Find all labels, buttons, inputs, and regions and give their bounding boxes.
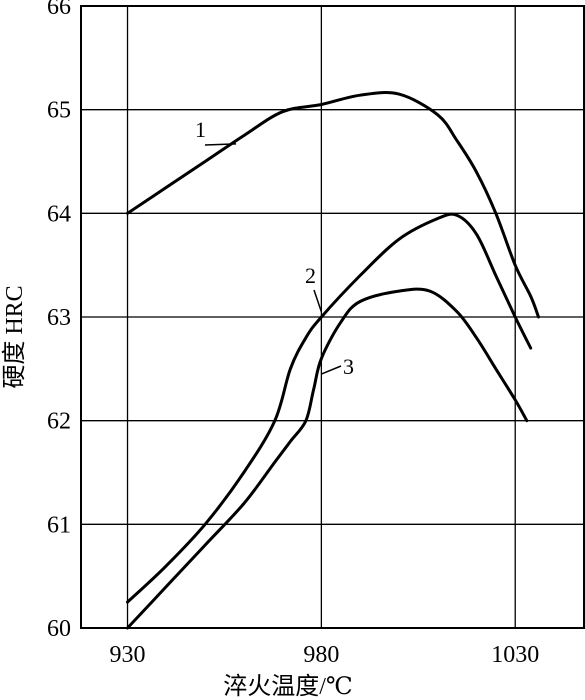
x-axis-title: 淬火温度/℃ bbox=[223, 673, 353, 700]
y-tick-labels: 60 61 62 63 64 65 66 bbox=[47, 0, 71, 642]
x-tick-label: 1030 bbox=[491, 642, 539, 668]
y-tick-label: 63 bbox=[47, 305, 71, 331]
y-tick-label: 62 bbox=[47, 409, 71, 435]
curve-label-3: 3 bbox=[343, 354, 354, 379]
y-tick-label: 61 bbox=[47, 512, 71, 538]
y-axis-title: 硬度 HRC bbox=[1, 285, 28, 388]
curve-label-1: 1 bbox=[195, 117, 206, 142]
curve-labels: 1 2 3 bbox=[195, 117, 354, 379]
y-tick-label: 65 bbox=[47, 98, 71, 124]
curve-label-leaders bbox=[204, 143, 342, 375]
curve-label-2: 2 bbox=[305, 263, 316, 288]
x-tick-label: 980 bbox=[303, 642, 339, 668]
leader-line-2 bbox=[313, 289, 323, 313]
x-tick-label: 930 bbox=[110, 642, 146, 668]
curve-1 bbox=[126, 91, 540, 319]
curve-2 bbox=[126, 212, 533, 604]
y-tick-label: 66 bbox=[47, 0, 71, 20]
leader-line-1 bbox=[204, 143, 237, 146]
y-tick-label: 60 bbox=[47, 616, 71, 642]
y-tick-label: 64 bbox=[47, 201, 71, 227]
leader-line-3 bbox=[321, 365, 342, 375]
x-tick-labels: 930 980 1030 bbox=[110, 642, 540, 668]
curves bbox=[126, 91, 540, 630]
plot-frame bbox=[80, 5, 585, 629]
grid-lines bbox=[81, 5, 585, 629]
curve-3 bbox=[126, 287, 529, 630]
